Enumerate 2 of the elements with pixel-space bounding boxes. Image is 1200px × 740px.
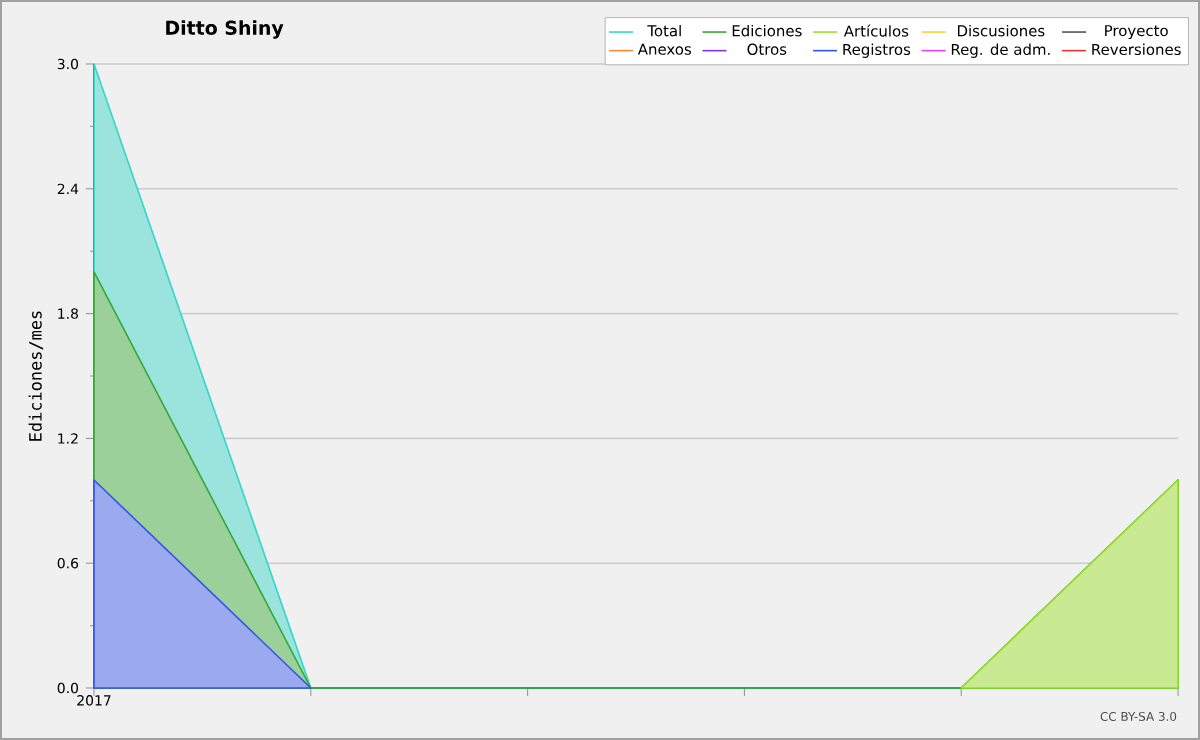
y-axis-title: Ediciones/mes xyxy=(28,311,44,441)
chart-title: Ditto Shiny xyxy=(166,20,284,39)
